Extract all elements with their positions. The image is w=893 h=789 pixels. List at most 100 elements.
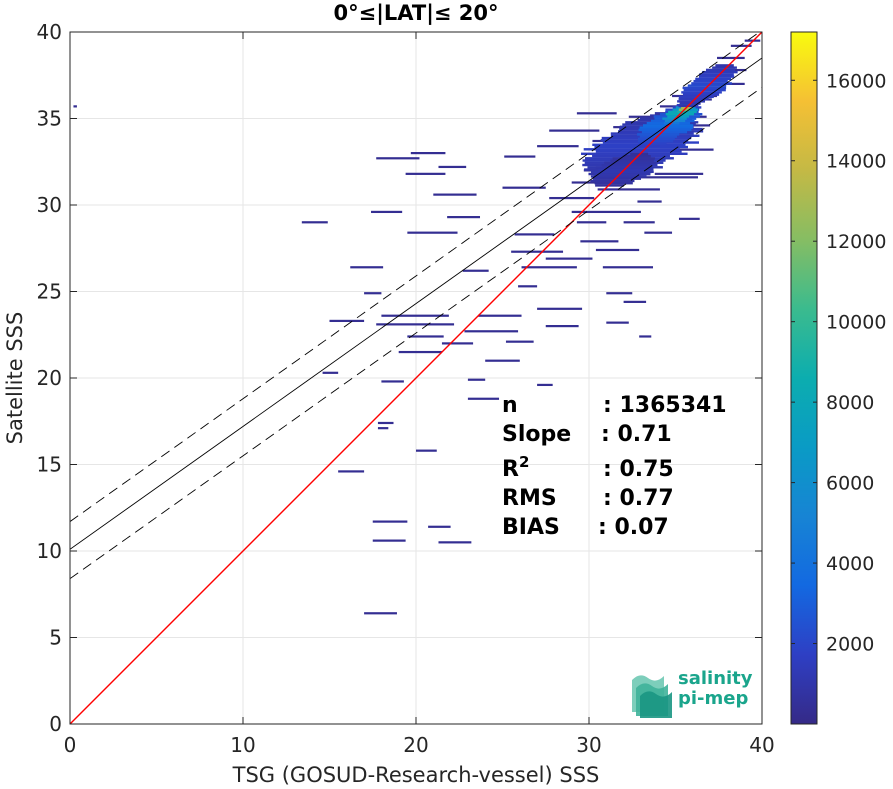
density-bin-row [338,470,365,473]
density-bin-row [438,165,467,169]
density-bin-row [730,44,752,47]
colorbar: 2000 4000 6000 8000 10000 12000 14000 16000 [790,31,886,725]
density-cluster-row [677,100,706,103]
density-bin-row [462,269,489,272]
stat-value: : 1365341 [603,393,727,418]
density-bin-row [407,335,444,338]
density-cluster-row [639,135,677,138]
density-bin-row [428,525,451,528]
y-tick-label: 0 [49,712,62,736]
density-cluster-row [637,137,675,141]
density-bin-row [376,323,455,326]
colorbar-tick-label: 10000 [826,312,886,334]
density-cluster-row [705,68,736,72]
x-tick-label: 40 [749,733,774,757]
density-bin-row [571,210,641,214]
colorbar-tick-label: 2000 [826,634,874,656]
density-bin-row [628,176,698,179]
density-bin-row [376,157,420,160]
fit-lines [70,32,762,724]
density-bin-row [371,210,403,214]
stat-value: : 0.77 [603,486,674,511]
density-bin-row [639,335,652,338]
density-cluster-row [601,164,653,167]
density-bin-row [364,292,382,295]
density-bin-row [654,172,704,175]
density-bin-row [514,233,555,236]
colorbar-tick-label: 4000 [826,553,874,575]
y-tick-label: 40 [37,20,62,44]
density-bin-row [464,330,519,333]
logo-text-line2: pi-mep [678,688,748,709]
fit-lower-line [70,86,762,580]
stat-label: Slope [502,422,571,447]
density-bin-row [571,181,612,184]
density-cluster-row [693,79,728,83]
density-cluster-row [695,77,731,81]
density-bin-row [447,216,481,219]
density-bin-row [545,325,579,328]
density-bin-row [580,240,619,243]
density-bin-row [549,129,600,132]
density-cluster-row [594,145,688,149]
y-tick-label: 30 [37,193,62,217]
density-bin-row [518,285,538,288]
density-cluster-row [682,86,727,90]
density-bin-row [678,217,700,220]
density-bin-row [377,427,389,430]
x-tick-label: 30 [576,733,601,757]
stat-label: n [502,393,518,418]
stat-label-superscript: 2 [519,453,529,471]
stat-value: : 0.71 [601,422,672,447]
density-bin-row [364,612,397,615]
stat-value: : 0.07 [598,515,669,540]
density-bin-row [485,359,520,362]
density-cluster-row [637,133,680,136]
density-cluster-row [595,166,653,169]
stat-value: : 0.75 [603,457,674,482]
density-bin-row [623,300,647,303]
density-bin-row [606,292,633,295]
density-cluster-row [702,70,738,74]
density-bin-row [410,152,446,155]
x-tick-label: 0 [64,733,77,757]
y-axis-label: Satellite SSS [3,312,27,445]
density-bin-row [644,231,673,234]
colorbar-tick-label: 14000 [826,151,886,173]
x-tick-label: 10 [230,733,255,757]
density-cluster-row [593,173,651,176]
stat-label: RMS [502,486,557,511]
logo-text-line1: salinity [678,668,753,689]
density-layer [73,39,761,615]
density-cluster-row [641,130,688,134]
density-cluster-row [592,177,642,180]
fit-upper-line [70,32,761,522]
density-bin-row [433,193,477,196]
density-bin-row [606,321,629,324]
density-cluster-row [594,182,633,185]
density-bin-row [377,421,394,425]
colorbar-tick-label: 16000 [826,70,886,92]
density-cluster-row [590,175,647,178]
density-bin-row [407,231,458,234]
density-bin-row [537,145,579,148]
density-bin-row [502,186,546,189]
density-bin-row [511,250,564,253]
density-bin-row [329,319,365,323]
density-bin-row [521,266,577,269]
density-bin-row [637,200,662,203]
stat-label: BIAS [502,515,560,540]
density-bin-row [381,380,404,383]
density-cluster-row [610,159,654,162]
density-cluster-row [638,142,667,145]
density-bin-row [623,221,655,224]
density-cluster-row [682,93,720,96]
colorbar-ticks: 2000 4000 6000 8000 10000 12000 14000 16000 [791,70,886,656]
density-bin-row [717,56,745,60]
density-bin-row [372,520,408,523]
y-tick-label: 15 [37,453,62,477]
density-cluster-row [583,148,680,151]
density-cluster-row [598,168,647,171]
